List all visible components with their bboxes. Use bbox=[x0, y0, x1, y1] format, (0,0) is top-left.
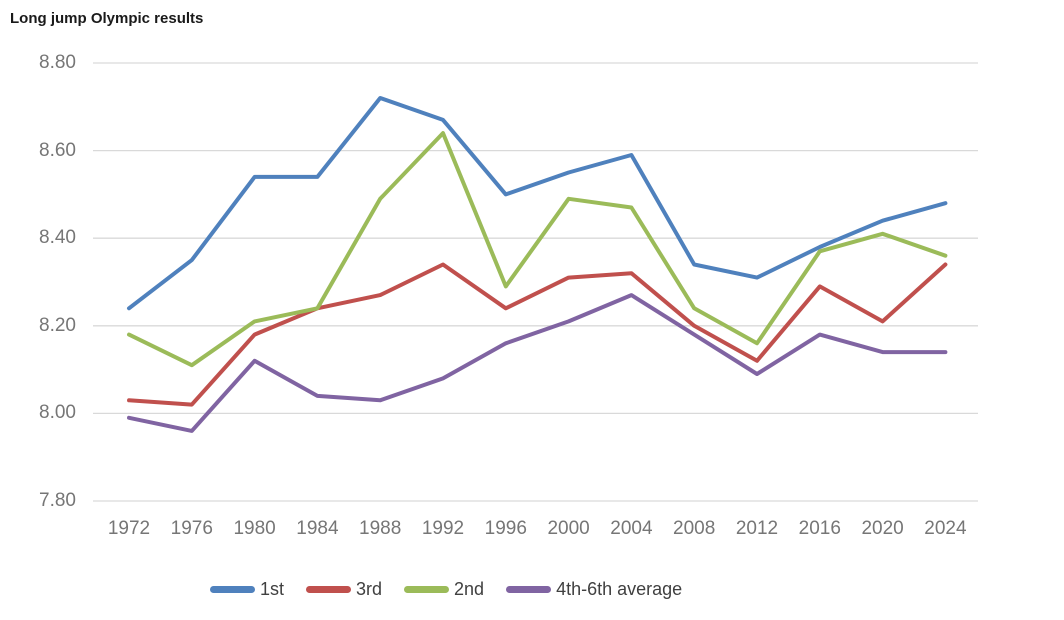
series-line-3rd bbox=[127, 262, 948, 407]
legend-item-1st: 1st bbox=[210, 579, 284, 600]
series-line-2nd bbox=[127, 131, 948, 368]
legend-label: 3rd bbox=[356, 579, 383, 599]
legend-swatch-icon bbox=[306, 586, 352, 593]
y-tick-label: 8.00 bbox=[39, 402, 76, 424]
x-tick-label: 2024 bbox=[924, 518, 967, 539]
chart-title: Long jump Olympic results bbox=[10, 10, 204, 27]
series-line-1st bbox=[127, 96, 948, 311]
y-tick-label: 8.60 bbox=[39, 139, 76, 161]
legend-item-4th-6th-average: 4th-6th average bbox=[506, 579, 682, 600]
y-tick-label: 8.80 bbox=[39, 52, 76, 73]
legend-label: 1st bbox=[260, 579, 285, 599]
legend-swatch-icon bbox=[404, 586, 450, 593]
x-tick-label: 1980 bbox=[233, 518, 276, 539]
series-line-4th-6th-average bbox=[127, 293, 948, 433]
legend-item-3rd: 3rd bbox=[306, 579, 382, 600]
x-tick-label: 2016 bbox=[798, 518, 841, 539]
x-tick-label: 1976 bbox=[170, 518, 213, 539]
x-tick-label: 2020 bbox=[861, 518, 904, 539]
x-tick-label: 1996 bbox=[484, 518, 527, 539]
legend: 1st 3rd 2nd 4th-6th average bbox=[210, 579, 682, 600]
x-tick-label: 1984 bbox=[296, 518, 339, 539]
y-tick-label: 8.20 bbox=[39, 314, 76, 336]
x-tick-label: 1988 bbox=[359, 518, 402, 539]
x-tick-label: 1992 bbox=[421, 518, 465, 539]
y-tick-label: 7.80 bbox=[39, 490, 76, 511]
legend-item-2nd: 2nd bbox=[404, 579, 484, 600]
x-tick-label: 1972 bbox=[107, 518, 151, 539]
legend-label: 4th-6th average bbox=[556, 579, 683, 599]
legend-swatch-icon bbox=[210, 586, 255, 593]
y-tick-label: 8.40 bbox=[39, 227, 76, 249]
legend-label: 2nd bbox=[454, 579, 485, 599]
legend-swatch-icon bbox=[506, 586, 552, 593]
x-tick-label: 2008 bbox=[673, 518, 716, 539]
x-tick-label: 2000 bbox=[547, 518, 590, 539]
x-tick-label: 2004 bbox=[610, 518, 653, 539]
x-tick-label: 2012 bbox=[735, 518, 779, 539]
